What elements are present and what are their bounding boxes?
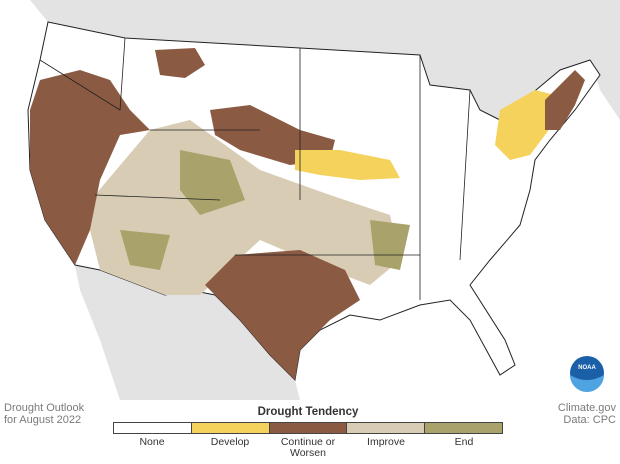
credit-left: Drought Outlook for August 2022: [4, 402, 84, 426]
legend-title: Drought Tendency: [257, 406, 359, 418]
legend-label: Continue or Worsen: [280, 436, 336, 459]
develop-midwest: [295, 150, 400, 180]
credit-line: Data: CPC: [563, 414, 616, 426]
end-regions: [120, 150, 410, 270]
improve-region: [90, 120, 400, 295]
logo-text: NOAA: [578, 365, 596, 371]
worsen-newengland: [545, 70, 585, 130]
canada: [0, 0, 620, 120]
legend-swatch: [347, 423, 426, 433]
legend-bar: [113, 422, 503, 434]
worsen-montana: [155, 48, 205, 78]
mexico: [75, 265, 300, 400]
credit-line: Drought Outlook: [4, 402, 85, 414]
legend-labels: None Develop Continue or Worsen Improve End: [113, 437, 503, 459]
noaa-logo: NOAA: [570, 356, 604, 392]
worsen-texas: [205, 250, 360, 380]
legend-label: End: [454, 436, 474, 448]
logo-wave: [570, 375, 604, 392]
legend-label: Develop: [210, 436, 250, 448]
state-borders: [39, 37, 471, 300]
legend-swatch: [425, 423, 502, 433]
develop-northeast: [495, 90, 560, 160]
legend-swatch: [114, 423, 192, 433]
legend-swatch: [269, 423, 348, 433]
credit-line: for August 2022: [4, 414, 82, 426]
map: NOAA: [0, 0, 620, 400]
credit-right: Climate.gov Data: CPC: [558, 402, 616, 426]
legend-label: Improve: [367, 436, 405, 448]
credit-line: Climate.gov: [557, 402, 616, 414]
legend-label: None: [139, 436, 165, 448]
worsen-west: [30, 70, 150, 265]
legend-swatch: [191, 423, 270, 433]
